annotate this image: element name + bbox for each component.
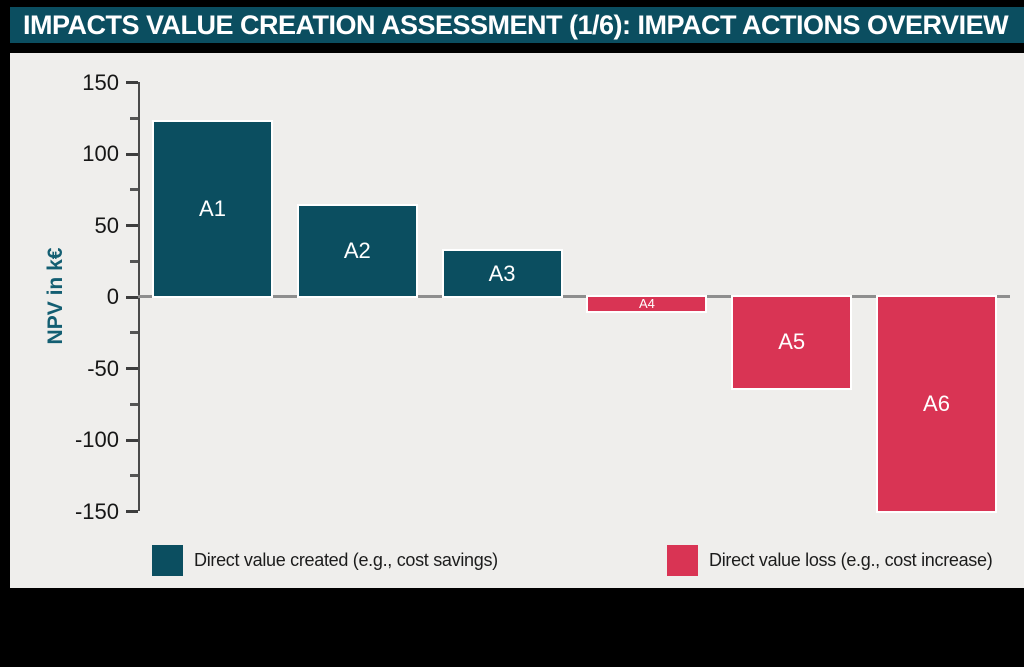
bar-A2: A2 (296, 204, 418, 299)
y-axis-tick-label-150: 150 (82, 69, 119, 95)
y-axis-tick-label--150: -150 (74, 498, 119, 524)
chart-panel: NPV in k€ 150 100 50 0 -50 -100 -150 A1 A2 A3 A4 A5… (10, 53, 1024, 588)
y-axis-tick-100: 100 (82, 141, 138, 166)
plot-area: 150 100 50 0 -50 -100 -150 A1 A2 A3 A4 A5 A6 (75, 70, 1014, 524)
legend-swatch-created (152, 545, 183, 576)
y-axis-tick--50: -50 (87, 356, 138, 381)
y-axis-tick--150: -150 (75, 499, 138, 524)
bar-label-A1: A1 (199, 196, 226, 222)
bar-label-A3: A3 (488, 260, 516, 286)
y-axis-tick--75 (130, 402, 138, 406)
y-axis-tick-75 (130, 188, 138, 192)
legend-swatch-loss (667, 545, 698, 576)
y-axis-tick-50: 50 (95, 213, 138, 238)
legend-label-loss: Direct value loss (e.g., cost increase) (709, 550, 993, 570)
y-axis-tick--125 (130, 474, 138, 478)
legend-label-created: Direct value created (e.g., cost savings… (194, 550, 498, 570)
y-axis-tick-label-100: 100 (82, 141, 119, 166)
y-axis-title: NPV in k€ (44, 247, 67, 345)
bar-A1: A1 (152, 120, 273, 299)
legend-item-created: Direct value created (e.g., cost savings… (152, 545, 498, 576)
y-axis-tick-150: 150 (82, 70, 138, 95)
bar-label-A6: A6 (923, 390, 950, 416)
bar-A3: A3 (441, 248, 563, 299)
y-axis-tick-label-0: 0 (106, 284, 119, 309)
slide-title-bar: IMPACTS VALUE CREATION ASSESSMENT (1/6):… (10, 7, 1024, 43)
y-axis-tick--25 (130, 331, 138, 335)
page-title: IMPACTS VALUE CREATION ASSESSMENT (1/6):… (23, 9, 1009, 40)
legend-item-loss: Direct value loss (e.g., cost increase) (667, 545, 993, 576)
bar-label-A4: A4 (638, 296, 655, 312)
y-axis-tick-label-50: 50 (94, 212, 119, 238)
zero-baseline (138, 295, 1010, 298)
bar-A6: A6 (876, 294, 997, 513)
bar-A4: A4 (586, 294, 708, 313)
y-axis-tick-25 (130, 259, 138, 263)
y-axis-tick-label--50: -50 (87, 355, 119, 381)
bar-label-A2: A2 (343, 238, 371, 264)
bar-A5: A5 (731, 294, 853, 391)
y-axis-tick-125 (130, 116, 138, 120)
y-axis-tick-label--100: -100 (74, 427, 119, 452)
y-axis-tick-0: 0 (107, 284, 138, 309)
y-axis-tick--100: -100 (75, 427, 138, 452)
bar-label-A5: A5 (778, 329, 806, 355)
